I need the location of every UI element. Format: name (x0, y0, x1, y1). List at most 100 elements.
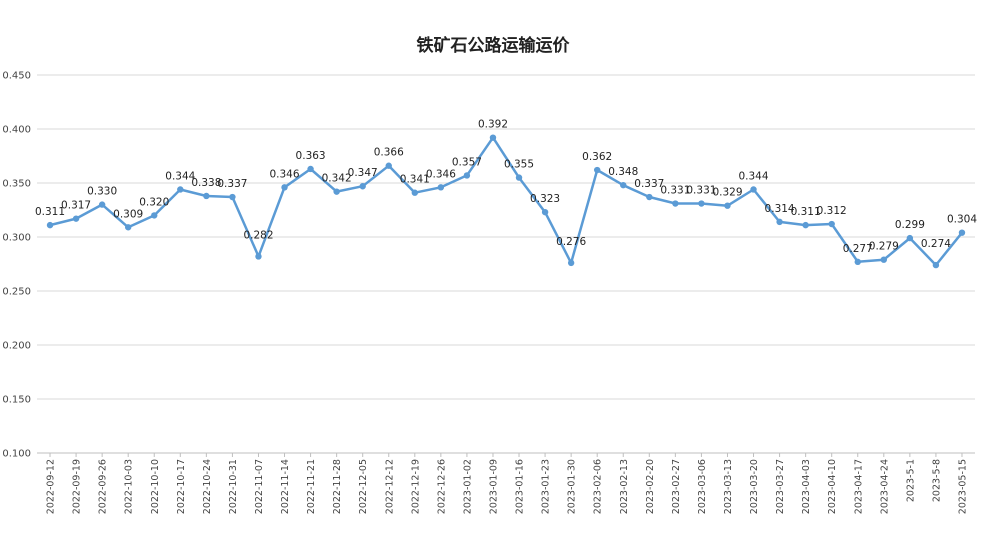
x-tick-label: 2022-10-17 (176, 459, 187, 514)
data-label: 0.323 (530, 193, 560, 205)
data-label: 0.331 (686, 185, 716, 197)
data-label: 0.362 (582, 151, 612, 163)
data-label: 0.347 (348, 167, 378, 179)
data-label: 0.366 (374, 147, 404, 159)
y-tick-label: 0.250 (2, 287, 31, 298)
data-point (411, 189, 419, 196)
y-tick-label: 0.450 (2, 71, 31, 82)
x-tick-label: 2022-11-14 (280, 459, 291, 514)
data-label: 0.279 (869, 241, 899, 253)
data-label: 0.282 (243, 229, 273, 241)
data-point (151, 212, 158, 219)
data-label: 0.357 (452, 156, 482, 168)
gridlines (37, 74, 975, 454)
x-tick-label: 2023-5-8 (931, 459, 942, 502)
x-tick-label: 2023-01-30 (567, 459, 578, 514)
x-tick-label: 2023-03-27 (775, 459, 786, 514)
data-point (698, 200, 705, 207)
x-tick-label: 2022-12-19 (410, 459, 421, 514)
x-tick-label: 2022-11-28 (332, 459, 343, 514)
data-label: 0.346 (426, 168, 456, 180)
x-tick-label: 2023-01-02 (462, 459, 473, 514)
x-tick-label: 2023-04-24 (879, 459, 890, 514)
data-label: 0.317 (61, 200, 91, 212)
data-label: 0.331 (660, 185, 690, 197)
data-label: 0.277 (843, 243, 873, 255)
data-point (593, 166, 601, 174)
data-label: 0.314 (765, 203, 795, 215)
data-point (646, 193, 653, 201)
y-tick-label: 0.150 (2, 395, 31, 406)
data-label: 0.342 (322, 173, 352, 185)
data-point (854, 258, 861, 266)
series-layer (46, 134, 966, 269)
data-label: 0.276 (556, 236, 586, 248)
y-axis-ticks: 0.100 0.150 0.200 0.250 0.300 0.350 0.400 0.450 (2, 71, 31, 460)
data-label: 0.348 (608, 166, 638, 178)
x-tick-label: 2023-03-06 (697, 459, 708, 514)
data-point (672, 200, 679, 207)
x-tick-label: 2022-11-21 (306, 459, 317, 514)
data-label: 0.344 (165, 170, 195, 182)
data-point (463, 172, 471, 179)
x-tick-label: 2022-10-10 (150, 459, 161, 514)
x-tick-label: 2022-10-31 (228, 459, 239, 514)
data-point (489, 134, 497, 141)
data-point (802, 221, 809, 229)
data-point (880, 256, 888, 263)
data-label: 0.341 (400, 174, 430, 186)
data-point (177, 186, 184, 193)
data-label: 0.299 (895, 219, 925, 231)
x-tick-label: 2023-02-13 (619, 459, 630, 514)
series-line (49, 136, 963, 267)
y-tick-label: 0.300 (2, 233, 31, 244)
x-tick-label: 2022-12-26 (436, 459, 447, 514)
x-axis-ticks: 2022-09-12 2022-09-19 2022-09-26 2022-10-03… (46, 453, 968, 514)
x-tick-label: 2022-09-19 (72, 459, 83, 514)
data-point (203, 192, 210, 200)
data-point (72, 215, 80, 222)
data-point (124, 224, 132, 231)
x-tick-label: 2022-11-07 (254, 459, 265, 514)
data-point (437, 184, 445, 191)
x-tick-label: 2023-01-23 (541, 459, 552, 514)
data-point (750, 186, 757, 193)
data-point (515, 174, 523, 181)
data-label: 0.320 (139, 196, 169, 208)
data-label: 0.337 (634, 178, 664, 190)
x-tick-label: 2023-02-06 (593, 459, 604, 514)
data-point (333, 188, 340, 195)
data-label: 0.311 (35, 206, 65, 218)
data-point (385, 162, 392, 169)
data-label: 0.392 (478, 119, 508, 131)
data-point (958, 229, 966, 236)
x-tick-label: 2023-03-20 (749, 459, 760, 514)
data-point (620, 181, 627, 189)
data-label: 0.274 (921, 238, 951, 250)
x-tick-label: 2023-04-03 (801, 459, 812, 514)
data-point (932, 261, 940, 269)
data-point (724, 202, 731, 209)
x-tick-label: 2023-05-15 (957, 459, 968, 514)
x-tick-label: 2023-02-27 (671, 459, 682, 514)
data-label: 0.304 (947, 214, 977, 226)
y-tick-label: 0.100 (2, 449, 31, 460)
x-tick-label: 2023-04-10 (827, 459, 838, 514)
x-tick-label: 2023-5-1 (905, 459, 916, 502)
data-point (46, 221, 54, 229)
data-label: 0.363 (296, 150, 326, 162)
data-labels: 0.3110.3170.3300.3090.3200.3440.3380.337… (35, 119, 977, 255)
data-label: 0.329 (712, 187, 742, 199)
x-tick-label: 2022-09-26 (98, 459, 109, 514)
data-label: 0.337 (217, 178, 247, 190)
x-tick-label: 2022-12-05 (358, 459, 369, 514)
y-tick-label: 0.400 (2, 125, 31, 136)
y-tick-label: 0.200 (2, 341, 31, 352)
x-tick-label: 2022-09-12 (46, 459, 57, 514)
data-point (281, 184, 288, 191)
data-label: 0.338 (191, 177, 221, 189)
data-point (776, 218, 783, 226)
data-point (255, 253, 262, 260)
